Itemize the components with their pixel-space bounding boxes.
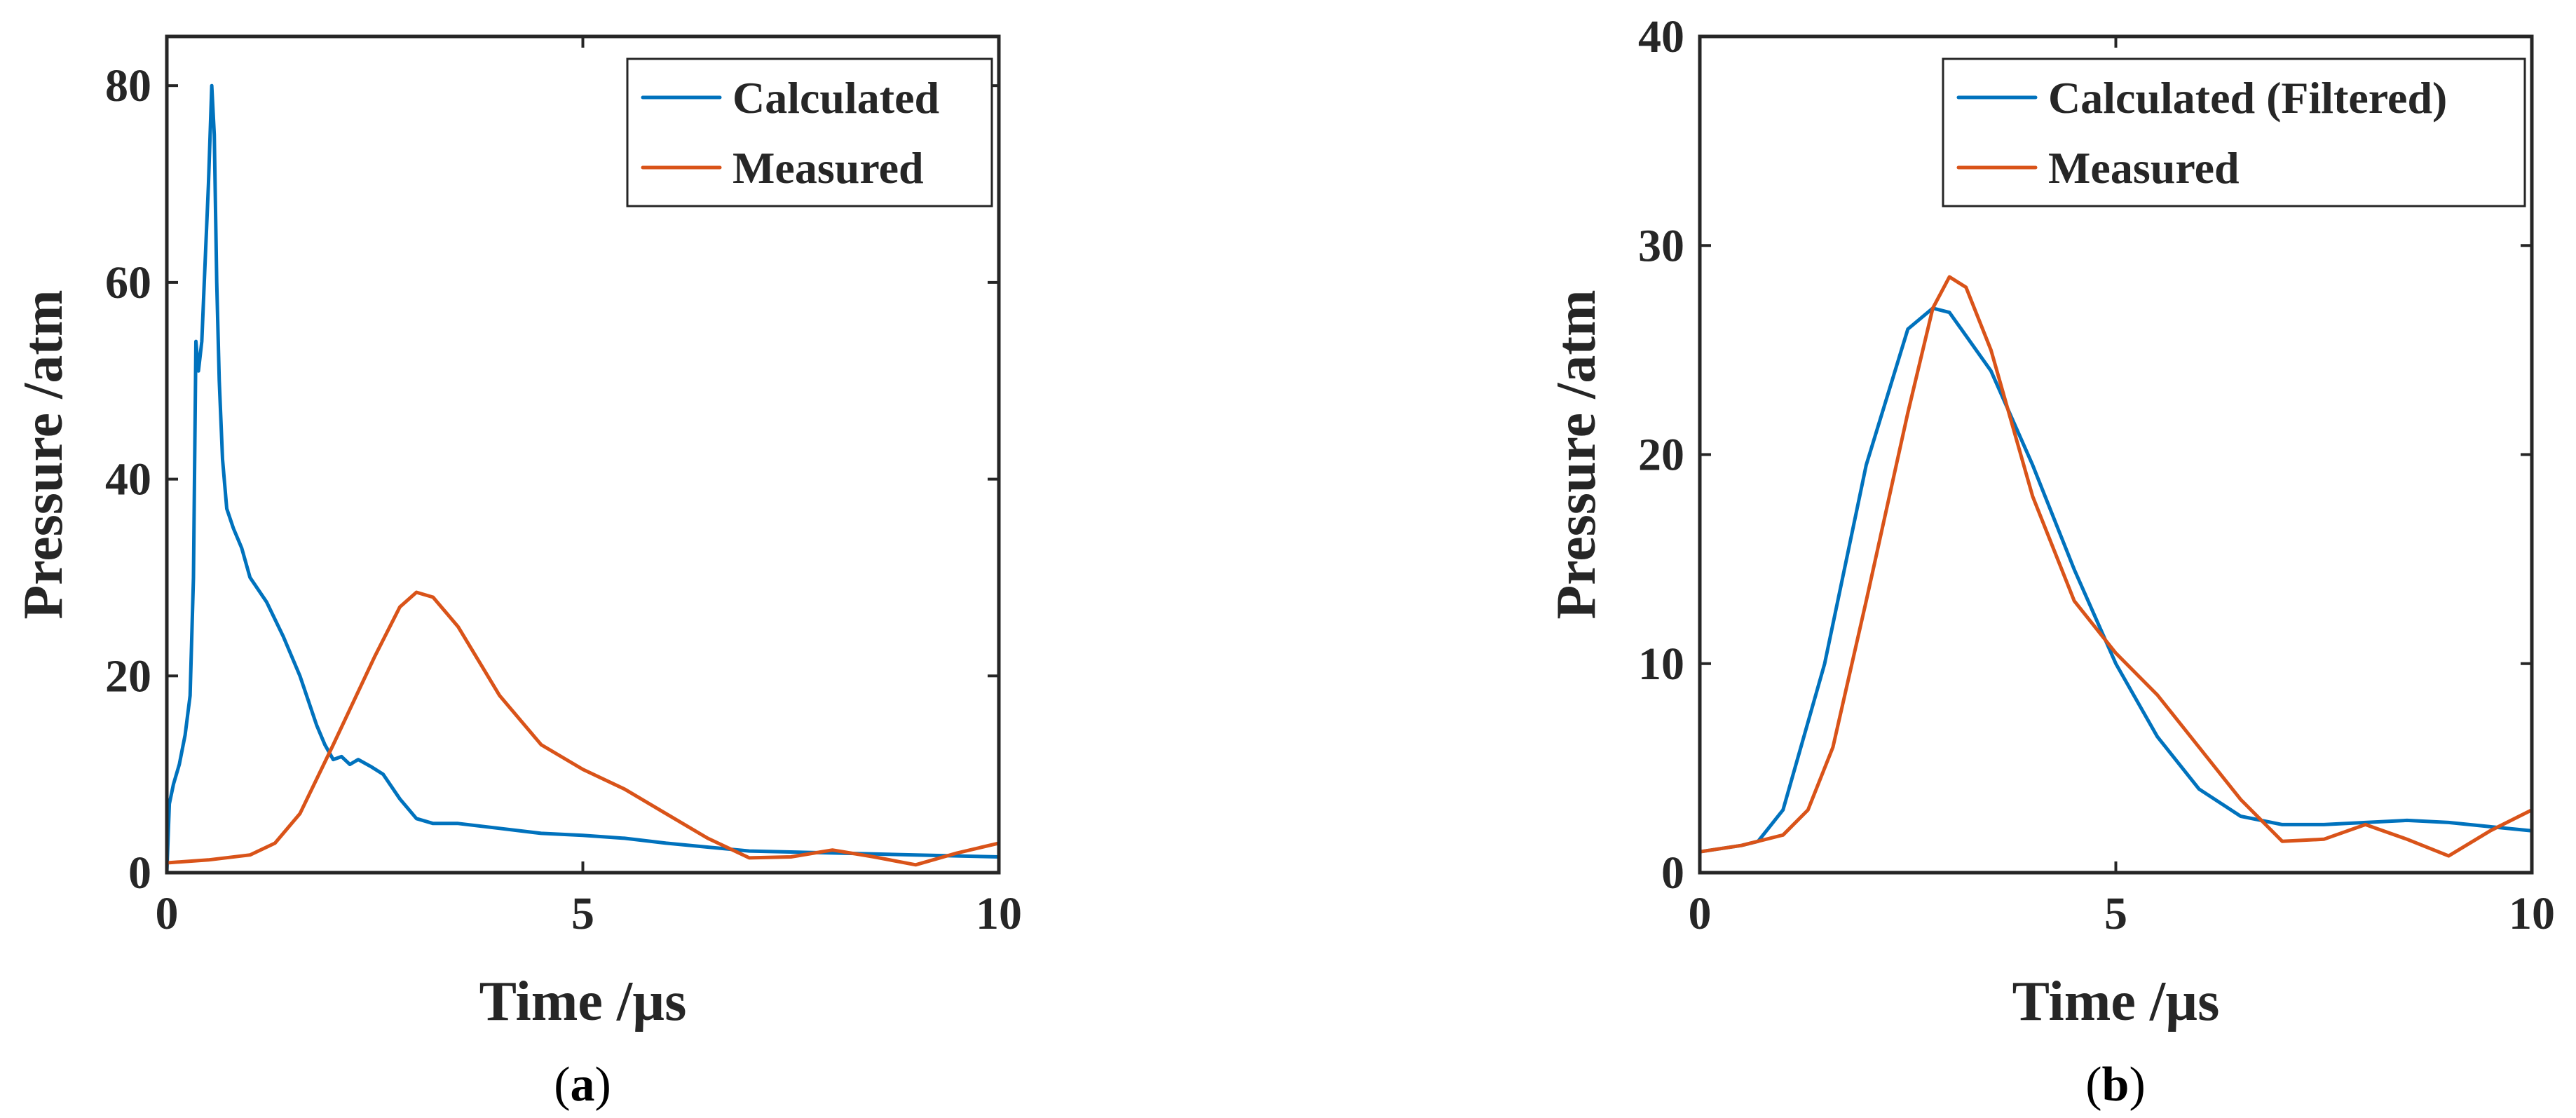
x-tick-label: 0 bbox=[1689, 888, 1712, 939]
panel-caption-letter: b bbox=[2102, 1058, 2129, 1112]
legend-label: Measured bbox=[732, 143, 924, 193]
panel-caption: (a) bbox=[554, 1058, 611, 1112]
x-tick-label: 5 bbox=[571, 888, 594, 939]
legend: Calculated (Filtered) Measured bbox=[1942, 57, 2526, 207]
x-tick-label: 10 bbox=[2509, 888, 2555, 939]
chart-panel-b: 0 5 10 0 10 20 30 40 Time /µs Pressure /atm Calcul… bbox=[1546, 11, 2555, 1112]
series-line-calculated-filtered bbox=[1698, 306, 2534, 854]
x-tick-label: 0 bbox=[156, 888, 179, 939]
y-tick-label: 80 bbox=[105, 60, 151, 111]
series-line-measured bbox=[1698, 275, 2534, 858]
y-tick-label: 30 bbox=[1638, 220, 1684, 271]
legend-label: Calculated bbox=[732, 73, 939, 123]
legend-box bbox=[626, 57, 993, 207]
y-axis-label: Pressure /atm bbox=[13, 289, 74, 619]
y-tick-label: 40 bbox=[1638, 11, 1684, 62]
legend-box bbox=[1942, 57, 2526, 207]
x-tick-label: 10 bbox=[976, 888, 1022, 939]
x-axis-label: Time /µs bbox=[479, 971, 687, 1032]
y-tick-label: 60 bbox=[105, 257, 151, 308]
y-tick-label: 20 bbox=[1638, 430, 1684, 481]
series-line-measured bbox=[165, 590, 1001, 867]
legend-label: Measured bbox=[2048, 143, 2240, 193]
y-tick-label: 10 bbox=[1638, 639, 1684, 690]
legend: Calculated Measured bbox=[626, 57, 993, 207]
y-tick-label: 0 bbox=[1661, 847, 1684, 899]
y-tick-label: 20 bbox=[105, 650, 151, 702]
y-axis-label: Pressure /atm bbox=[1546, 289, 1607, 619]
series-line-calculated bbox=[165, 83, 1001, 875]
legend-label: Calculated (Filtered) bbox=[2048, 73, 2447, 123]
y-tick-label: 40 bbox=[105, 454, 151, 505]
x-axis-label: Time /µs bbox=[2012, 971, 2220, 1032]
chart-panel-a: 0 5 10 0 20 40 60 80 Time /µs Pressure /atm Calcul… bbox=[13, 34, 1022, 1112]
x-tick-label: 5 bbox=[2104, 888, 2127, 939]
panel-caption: (b) bbox=[2085, 1058, 2146, 1112]
y-tick-label: 0 bbox=[128, 847, 151, 899]
panel-caption-letter: a bbox=[571, 1058, 595, 1112]
